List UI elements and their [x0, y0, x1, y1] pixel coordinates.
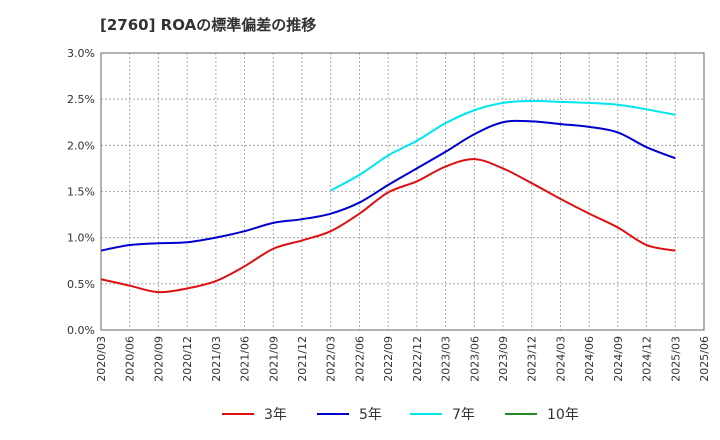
- x-tick-label: 2022/12: [411, 336, 424, 382]
- x-axis: 2020/03 2020/06 2020/09 2020/12 2021/03 2021/…: [95, 336, 711, 382]
- y-tick-label: 2.5%: [67, 93, 95, 106]
- series-line-0: [100, 158, 676, 294]
- chart-title: [2760] ROAの標準偏差の推移: [100, 16, 316, 34]
- y-tick-label: 1.5%: [67, 186, 95, 199]
- x-tick-label: 2020/12: [181, 336, 194, 382]
- x-tick-label: 2021/09: [267, 336, 280, 382]
- legend: 3年 5年 7年 10年: [222, 407, 579, 423]
- x-tick-label: 2022/09: [382, 336, 395, 382]
- y-tick-label: 0.5%: [67, 278, 95, 291]
- x-tick-label: 2020/06: [124, 336, 137, 382]
- y-tick-label: 1.0%: [67, 232, 95, 245]
- legend-label-1: 5年: [359, 407, 382, 423]
- x-tick-label: 2023/06: [468, 336, 481, 382]
- x-tick-label: 2020/03: [95, 336, 108, 382]
- series-line-2: [330, 99, 676, 192]
- x-tick-label: 2024/09: [612, 336, 625, 382]
- x-tick-label: 2024/12: [641, 336, 654, 382]
- y-tick-label: 3.0%: [67, 47, 95, 60]
- y-axis: 0.0% 0.5% 1.0% 1.5% 2.0% 2.5% 3.0%: [67, 47, 95, 337]
- x-tick-label: 2022/06: [353, 336, 366, 382]
- x-tick-label: 2025/03: [669, 336, 682, 382]
- legend-label-0: 3年: [264, 407, 287, 423]
- x-tick-label: 2021/03: [210, 336, 223, 382]
- series-line-1: [100, 119, 676, 252]
- legend-label-3: 10年: [547, 407, 579, 423]
- series-lines: [100, 99, 676, 294]
- x-tick-label: 2025/06: [698, 336, 711, 382]
- plot-frame: [100, 52, 705, 331]
- y-tick-label: 0.0%: [67, 324, 95, 337]
- y-tick-label: 2.0%: [67, 139, 95, 152]
- x-tick-label: 2020/09: [152, 336, 165, 382]
- x-tick-label: 2024/06: [583, 336, 596, 382]
- x-tick-label: 2024/03: [554, 336, 567, 382]
- x-tick-label: 2023/03: [440, 336, 453, 382]
- x-tick-label: 2023/09: [497, 336, 510, 382]
- x-tick-label: 2021/12: [296, 336, 309, 382]
- x-tick-label: 2023/12: [526, 336, 539, 382]
- x-tick-label: 2021/06: [239, 336, 252, 382]
- legend-label-2: 7年: [452, 407, 475, 423]
- x-tick-label: 2022/03: [325, 336, 338, 382]
